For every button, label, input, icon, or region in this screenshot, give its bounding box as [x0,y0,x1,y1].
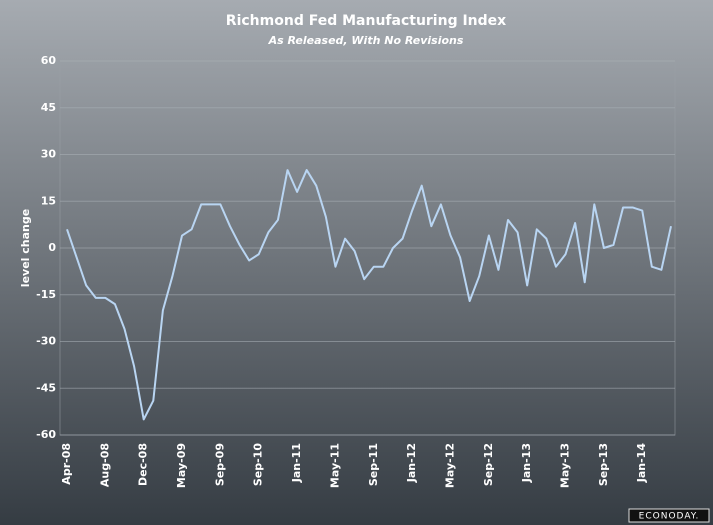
y-tick-label: 15 [41,194,56,207]
chart-title: Richmond Fed Manufacturing Index [226,13,506,29]
x-tick-label: Jan-14 [635,443,648,484]
x-tick-label: May-12 [443,443,456,488]
chart-subtitle: As Released, With No Revisions [268,34,464,47]
y-tick-label: 45 [41,101,56,114]
y-tick-label: -15 [36,288,56,301]
y-tick-label: -30 [36,335,56,348]
x-tick-label: May-11 [328,443,341,488]
x-tick-label: Aug-08 [98,443,111,487]
y-axis-label: level change [19,209,32,287]
x-tick-label: Dec-08 [137,443,150,486]
x-tick-label: Sep-12 [482,443,495,486]
logo: ECONODAY. [639,512,700,522]
x-tick-label: Sep-11 [367,443,380,486]
data-line [66,169,672,421]
y-tick-label: -60 [36,428,56,441]
y-tick-label: -45 [36,381,56,394]
y-tick-label: 0 [48,241,56,254]
x-tick-label: May-09 [175,443,188,488]
x-tick-label: Sep-09 [213,443,226,486]
x-tick-label: May-13 [559,443,572,488]
x-tick-label: Sep-10 [252,443,265,486]
logo-box [628,508,710,523]
x-tick-label: Jan-11 [290,443,303,483]
y-tick-label: 60 [41,54,57,67]
y-tick-label: 30 [41,148,57,161]
x-tick-label: Jan-12 [405,443,418,483]
x-tick-label: Jan-13 [520,443,533,483]
x-tick-label: Sep-13 [597,443,610,486]
x-tick-label: Apr-08 [60,443,73,485]
